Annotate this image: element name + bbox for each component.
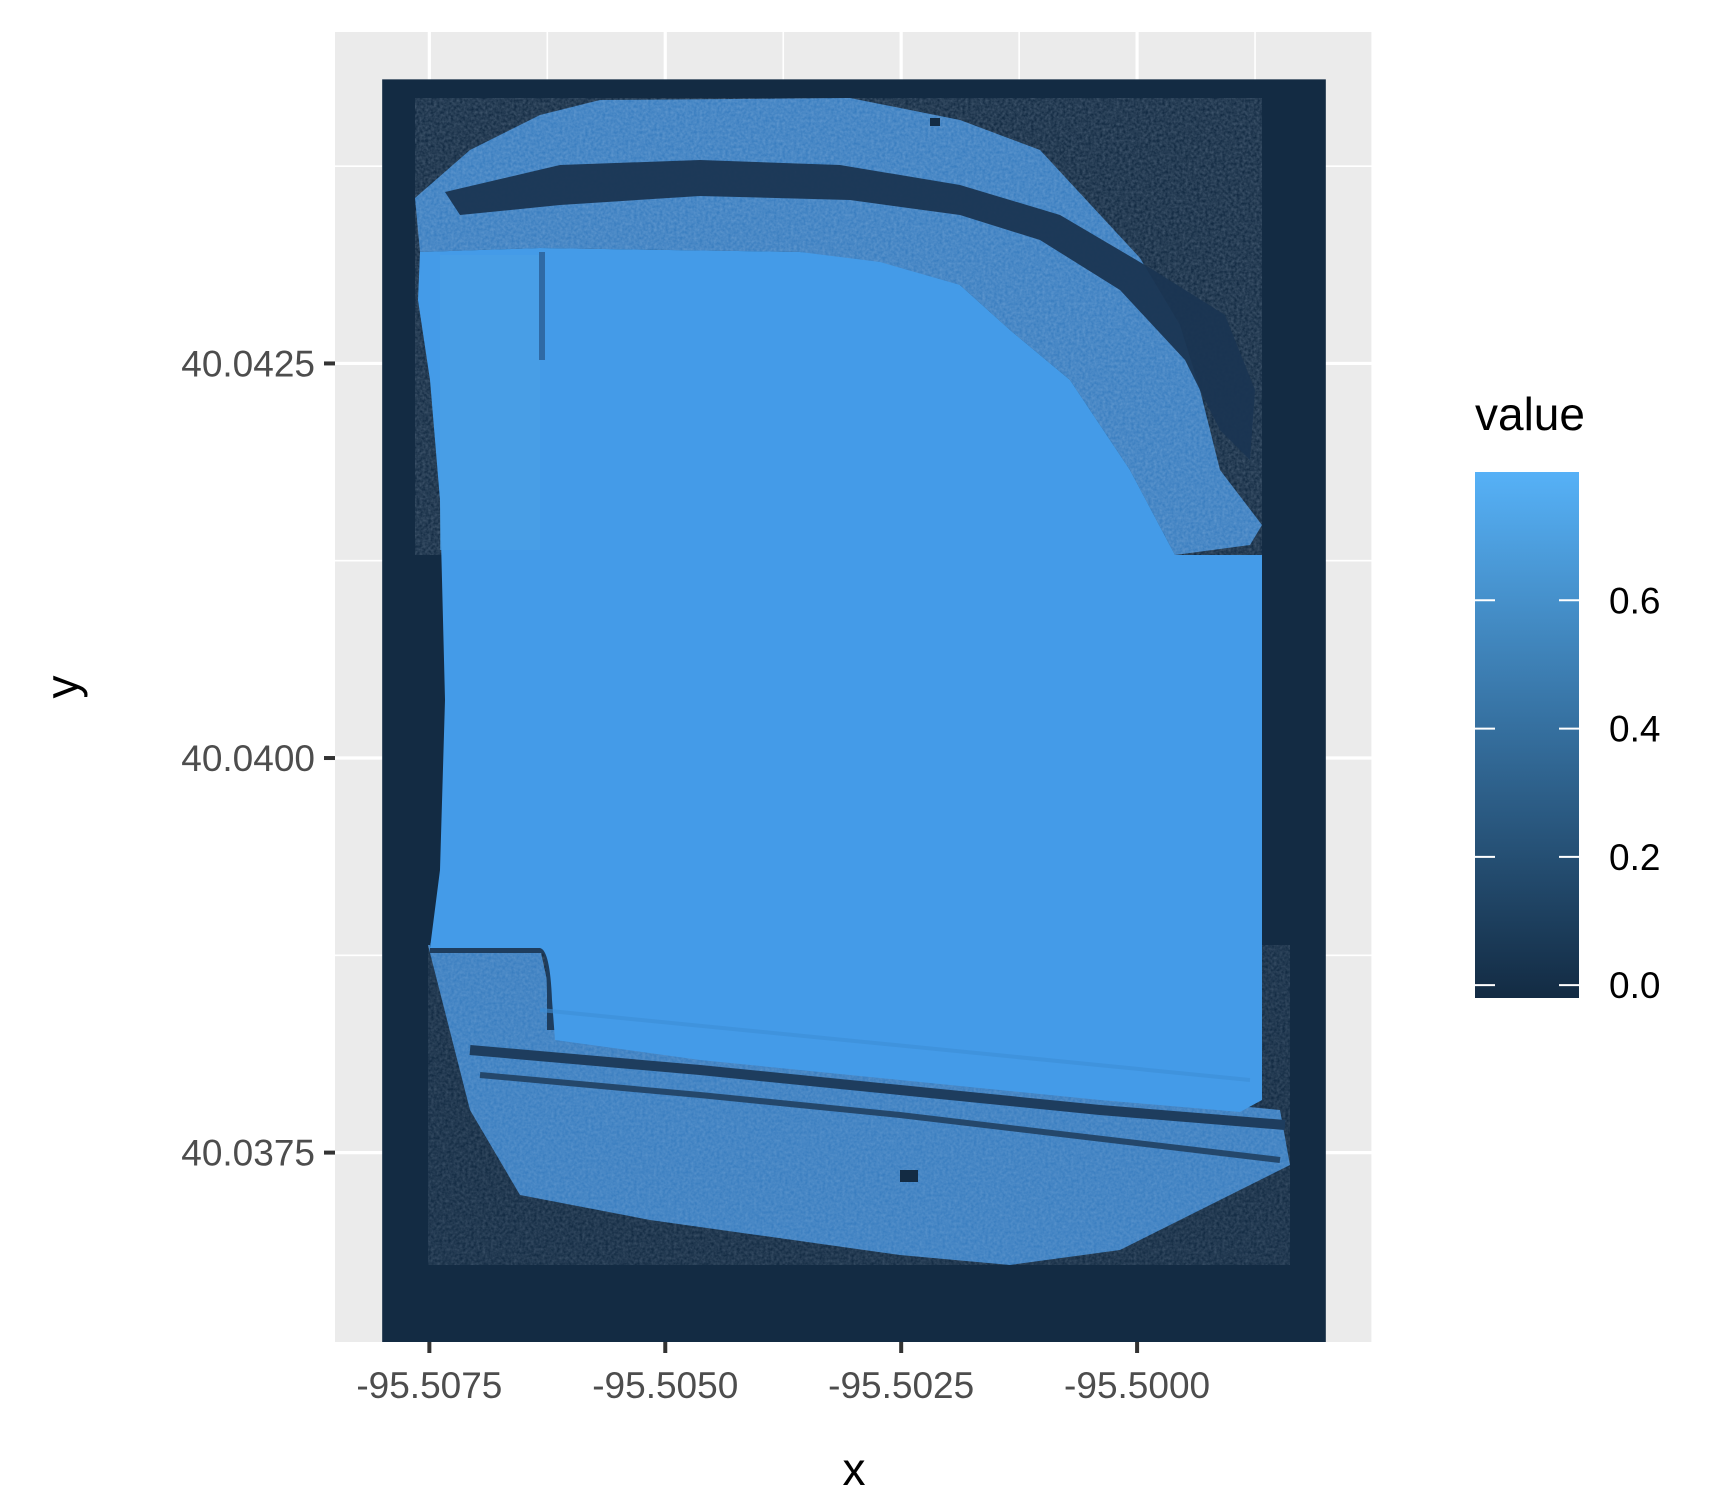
legend-colorbar <box>1475 472 1579 998</box>
x-tick-label: -95.5075 <box>356 1365 502 1406</box>
x-axis-title: x <box>843 1443 866 1495</box>
road-texture <box>428 945 1290 1265</box>
y-tick-label: 40.0375 <box>181 1133 315 1174</box>
y-tick-label: 40.0425 <box>181 343 315 384</box>
field <box>418 248 1262 1112</box>
x-tick-label: -95.5025 <box>828 1365 974 1406</box>
y-axis: 40.0375 40.0400 40.0425 <box>181 343 335 1174</box>
road-line-2 <box>479 1072 1281 1163</box>
road-line <box>469 1045 1286 1130</box>
legend: value 0.0 0.2 0.4 0.6 <box>1475 388 1660 1006</box>
x-tick-label: -95.5050 <box>592 1365 738 1406</box>
legend-tick-label: 0.6 <box>1609 580 1660 621</box>
x-axis: -95.5075 -95.5050 -95.5025 -95.5000 <box>356 1342 1210 1406</box>
legend-tick-label: 0.2 <box>1609 837 1660 878</box>
creek <box>445 160 1255 460</box>
dark-spot <box>900 1170 918 1182</box>
x-tick-label: -95.5000 <box>1064 1365 1210 1406</box>
legend-title: value <box>1475 388 1585 440</box>
legend-ticks: 0.0 0.2 0.4 0.6 <box>1475 580 1660 1006</box>
y-axis-title: y <box>36 676 88 699</box>
raster-image <box>382 79 1326 1342</box>
field-row <box>539 1008 1251 1082</box>
field-parcel <box>440 255 540 550</box>
legend-tick-label: 0.4 <box>1609 709 1660 750</box>
y-tick-label: 40.0400 <box>181 738 315 779</box>
legend-tick-label: 0.0 <box>1609 965 1660 1006</box>
dark-spot-2 <box>930 118 940 126</box>
